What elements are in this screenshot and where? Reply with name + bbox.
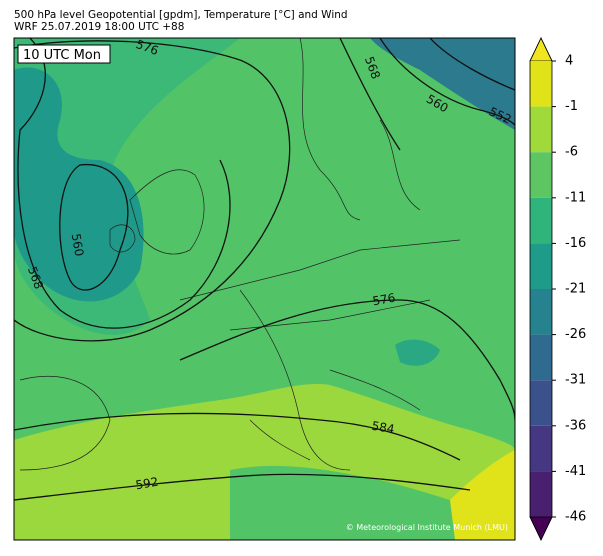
colorbar-band <box>530 197 552 244</box>
colorbar-band <box>530 289 552 335</box>
contour-576 <box>14 40 291 342</box>
title: 500 hPa level Geopotential [gpdm], Tempe… <box>14 9 348 21</box>
contour-label: 576 <box>371 291 396 309</box>
trough <box>14 67 144 302</box>
hot-area <box>450 450 515 540</box>
colorbar-band <box>530 61 552 107</box>
colorbar-tick-label: -1 <box>565 99 578 114</box>
colorbar-band <box>530 380 552 426</box>
cold-pool <box>395 339 440 366</box>
contours-ne <box>339 38 515 151</box>
colorbar-tick-label: -36 <box>565 418 586 433</box>
colorbar-extend-top <box>529 37 553 62</box>
colorbar-tick-label: 4 <box>565 54 573 69</box>
contour-label: 560 <box>69 232 87 257</box>
colorbar-tick-label: -11 <box>565 190 586 205</box>
credit: © Meteorological Institute Munich (LMU) <box>346 523 508 532</box>
time-box <box>17 44 111 64</box>
colorbar-band <box>530 425 552 472</box>
colorbar-tick-label: -26 <box>565 327 586 342</box>
coast-uk <box>109 169 205 255</box>
colorbar-extend-bottom <box>529 516 553 541</box>
borders <box>19 38 461 471</box>
colorbar-tick-label: -21 <box>565 282 586 297</box>
contour-584 <box>14 412 461 461</box>
trough-ne <box>370 38 515 130</box>
contour-576-s <box>179 299 515 421</box>
contour-592 <box>14 473 471 501</box>
colorbar-tick-label: -41 <box>565 464 586 479</box>
colorbar-tick-label: -16 <box>565 236 586 251</box>
contour-label: 584 <box>371 419 396 437</box>
contour-label: 592 <box>134 475 159 493</box>
colorbar-band <box>530 106 552 153</box>
colorbar-band <box>530 243 552 289</box>
colorbar-band <box>530 471 552 517</box>
contour-560 <box>59 164 129 291</box>
map-frame <box>13 37 516 541</box>
field-s <box>230 465 480 540</box>
colorbar-tick-label: -31 <box>565 373 586 388</box>
subtitle: WRF 25.07.2019 18:00 UTC +88 <box>14 21 184 33</box>
colorbar-tick-label: -6 <box>565 145 578 160</box>
colorbar-tick-label: -46 <box>565 510 586 525</box>
colorbar-band <box>530 152 552 198</box>
contour-568 <box>17 38 231 329</box>
colorbar: 4 -1 -6 -11 -16 -21 -26 -31 -36 -41 -46 <box>529 37 586 541</box>
colorbar-band <box>530 334 552 381</box>
time-label: 10 UTC Mon <box>23 48 101 63</box>
